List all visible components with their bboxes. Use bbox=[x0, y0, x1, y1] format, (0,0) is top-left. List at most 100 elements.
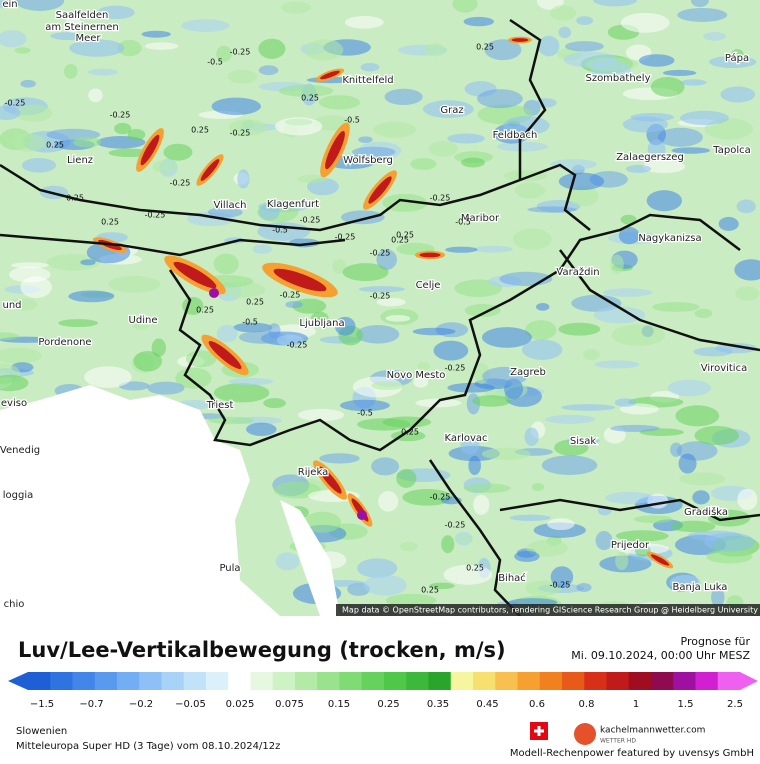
field-patch bbox=[371, 381, 404, 390]
field-patch bbox=[396, 468, 417, 488]
field-patch bbox=[642, 160, 686, 174]
field-patch bbox=[108, 275, 161, 293]
field-patch bbox=[382, 416, 432, 428]
field-patch bbox=[258, 65, 279, 76]
field-patch bbox=[114, 122, 132, 135]
field-patch bbox=[208, 416, 255, 425]
field-patch bbox=[175, 367, 212, 389]
field-patch bbox=[360, 63, 380, 72]
city-label: Ljubljana bbox=[299, 318, 344, 329]
field-patch bbox=[592, 0, 638, 7]
field-patch bbox=[213, 383, 270, 403]
field-patch bbox=[207, 207, 243, 218]
field-patch bbox=[385, 593, 437, 607]
field-patch bbox=[46, 253, 101, 271]
legend-swatch bbox=[50, 672, 73, 690]
streak-inner bbox=[368, 176, 392, 204]
peak bbox=[209, 288, 219, 298]
field-patch bbox=[615, 551, 629, 571]
lee-streak bbox=[201, 334, 249, 376]
field-patch bbox=[258, 38, 286, 59]
field-patch bbox=[558, 322, 601, 336]
field-patch bbox=[237, 169, 250, 189]
contour-label: -0.25 bbox=[550, 581, 571, 590]
field-patch bbox=[278, 84, 334, 97]
field-patch bbox=[351, 146, 396, 158]
city-label: Szombathely bbox=[585, 73, 650, 84]
lee-streak bbox=[313, 460, 347, 500]
legend-swatch bbox=[72, 672, 96, 690]
field-patch bbox=[373, 121, 417, 138]
field-patch bbox=[667, 379, 712, 397]
streak-inner bbox=[650, 554, 670, 566]
city-label: Zagreb bbox=[510, 367, 546, 378]
field-patch bbox=[252, 244, 272, 254]
field-patch bbox=[20, 276, 52, 298]
legend-swatch bbox=[584, 672, 607, 690]
contour-label: -0.5 bbox=[242, 318, 258, 327]
city-label: Graz bbox=[440, 105, 463, 116]
contour-label: -0.5 bbox=[344, 116, 360, 125]
field-patch bbox=[181, 19, 230, 32]
contour-label: -0.25 bbox=[430, 194, 451, 203]
field-patch bbox=[568, 185, 599, 207]
field-patch bbox=[622, 116, 669, 133]
city-label: Sisak bbox=[570, 436, 596, 447]
field-patch bbox=[422, 100, 474, 118]
legend-swatch bbox=[473, 672, 496, 690]
legend-tick-label: −1.5 bbox=[30, 699, 54, 710]
city-label: Klagenfurt bbox=[267, 199, 319, 210]
legend-tick-label: 0.6 bbox=[529, 699, 545, 710]
legend-tick-label: 0.45 bbox=[476, 699, 498, 710]
field-patch bbox=[615, 530, 669, 542]
field-patch bbox=[620, 214, 637, 225]
legend-swatch bbox=[450, 672, 474, 690]
field-patch bbox=[704, 532, 755, 552]
contour-label: -0.25 bbox=[445, 364, 466, 373]
field-patch bbox=[694, 308, 713, 319]
field-patch bbox=[558, 26, 572, 39]
field-patch bbox=[633, 515, 673, 524]
field-patch bbox=[384, 88, 423, 105]
field-patch bbox=[228, 119, 267, 136]
streak-inner bbox=[273, 268, 327, 292]
city-label: Banja Luka bbox=[673, 582, 728, 593]
contour-label: -0.25 bbox=[170, 179, 191, 188]
field-patch bbox=[356, 325, 400, 344]
city-label: Bihać bbox=[498, 572, 526, 584]
streak-inner bbox=[325, 130, 345, 170]
field-patch bbox=[481, 447, 531, 461]
contour-label: -0.25 bbox=[145, 211, 166, 220]
field-patch bbox=[144, 42, 179, 50]
field-patch bbox=[417, 362, 431, 371]
legend-swatch bbox=[161, 672, 185, 690]
field-patch bbox=[509, 514, 551, 521]
lee-streak bbox=[196, 154, 224, 186]
legend-swatch bbox=[495, 672, 518, 690]
contour-label: -0.5 bbox=[272, 226, 288, 235]
legend-tick-label: 0.025 bbox=[226, 699, 255, 710]
field-patch bbox=[0, 347, 42, 364]
field-patch bbox=[363, 574, 407, 596]
field-patch bbox=[163, 143, 193, 161]
brand: kachelmannwetter.com bbox=[600, 726, 705, 736]
field-patch bbox=[730, 48, 744, 62]
city-label: Gradiška bbox=[684, 506, 728, 518]
legend-tick-label: 1.5 bbox=[678, 699, 694, 710]
field-patch bbox=[15, 104, 53, 122]
lee-streak bbox=[262, 262, 338, 298]
field-patch bbox=[310, 311, 329, 326]
field-patch bbox=[185, 350, 217, 368]
field-patch bbox=[285, 301, 303, 309]
field-patch bbox=[652, 302, 700, 312]
field-patch bbox=[273, 481, 321, 499]
streak-inner bbox=[511, 38, 529, 42]
field-patch bbox=[400, 541, 418, 552]
field-patch bbox=[413, 375, 429, 388]
city-label: Knittelfeld bbox=[342, 75, 393, 86]
field-patch bbox=[694, 425, 740, 446]
legend-swatch bbox=[295, 672, 318, 690]
legend-tick-label: −0.2 bbox=[129, 699, 153, 710]
contour-label: -0.25 bbox=[280, 291, 301, 300]
